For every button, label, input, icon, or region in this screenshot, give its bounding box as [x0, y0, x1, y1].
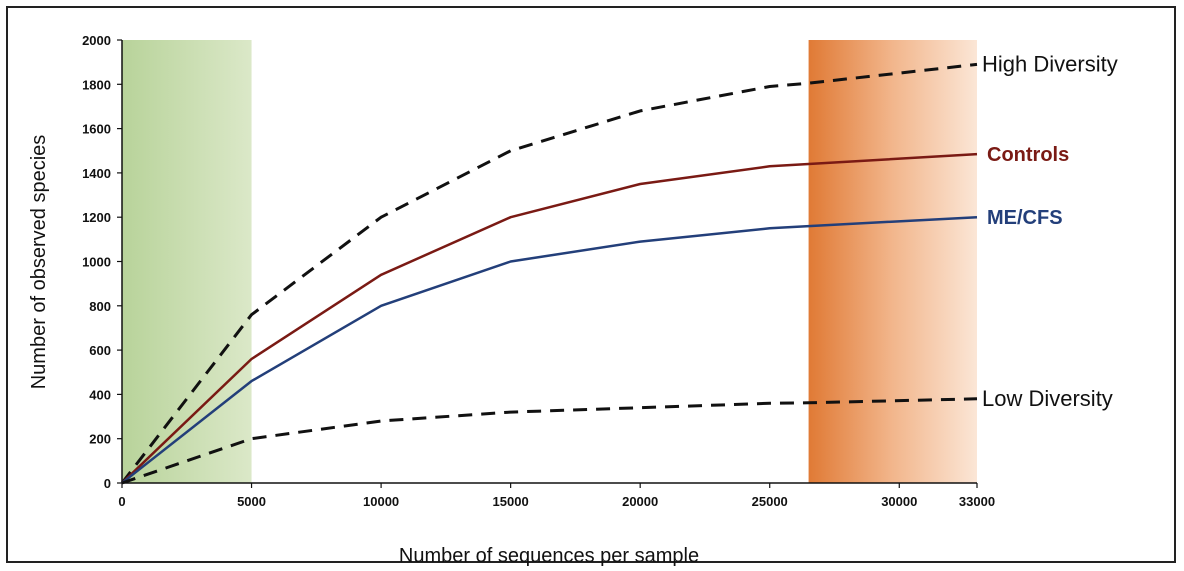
- x-tick-label: 0: [118, 494, 125, 509]
- series-label-me-cfs: ME/CFS: [987, 207, 1063, 229]
- series-line-high-diversity: [120, 62, 978, 484]
- y-tick-label: 1800: [82, 77, 111, 92]
- y-tick-label: 1600: [82, 122, 111, 137]
- series-line-me-cfs: [121, 215, 978, 484]
- series-label-low-diversity: Low Diversity: [982, 386, 1113, 411]
- series-line-low-diversity: [121, 397, 978, 485]
- x-tick-label: 5000: [237, 494, 266, 509]
- y-tick-label: 1400: [82, 166, 111, 181]
- y-tick-label: 800: [89, 299, 111, 314]
- x-tick-label: 30000: [881, 494, 917, 509]
- shaded-region-0: [122, 40, 252, 483]
- series-label-controls: Controls: [987, 144, 1069, 166]
- x-axis-title: Number of sequences per sample: [399, 545, 699, 567]
- x-tick-label: 25000: [752, 494, 788, 509]
- series-line-controls: [121, 152, 978, 484]
- x-tick-label: 20000: [622, 494, 658, 509]
- y-tick-label: 2000: [82, 33, 111, 48]
- y-tick-label: 600: [89, 343, 111, 358]
- y-tick-label: 1000: [82, 255, 111, 270]
- series-label-high-diversity: High Diversity: [982, 51, 1118, 76]
- x-tick-label: 33000: [959, 494, 995, 509]
- y-tick-label: 0: [104, 476, 111, 491]
- y-tick-label: 400: [89, 387, 111, 402]
- x-tick-label: 10000: [363, 494, 399, 509]
- y-tick-label: 200: [89, 432, 111, 447]
- y-axis-title: Number of observed species: [28, 135, 50, 390]
- x-tick-label: 15000: [493, 494, 529, 509]
- shaded-region-1: [808, 40, 977, 483]
- y-tick-label: 1200: [82, 210, 111, 225]
